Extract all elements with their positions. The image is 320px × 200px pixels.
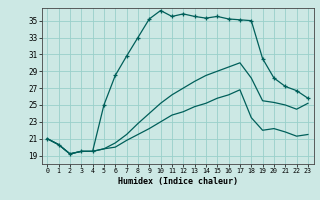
X-axis label: Humidex (Indice chaleur): Humidex (Indice chaleur) [118,177,237,186]
